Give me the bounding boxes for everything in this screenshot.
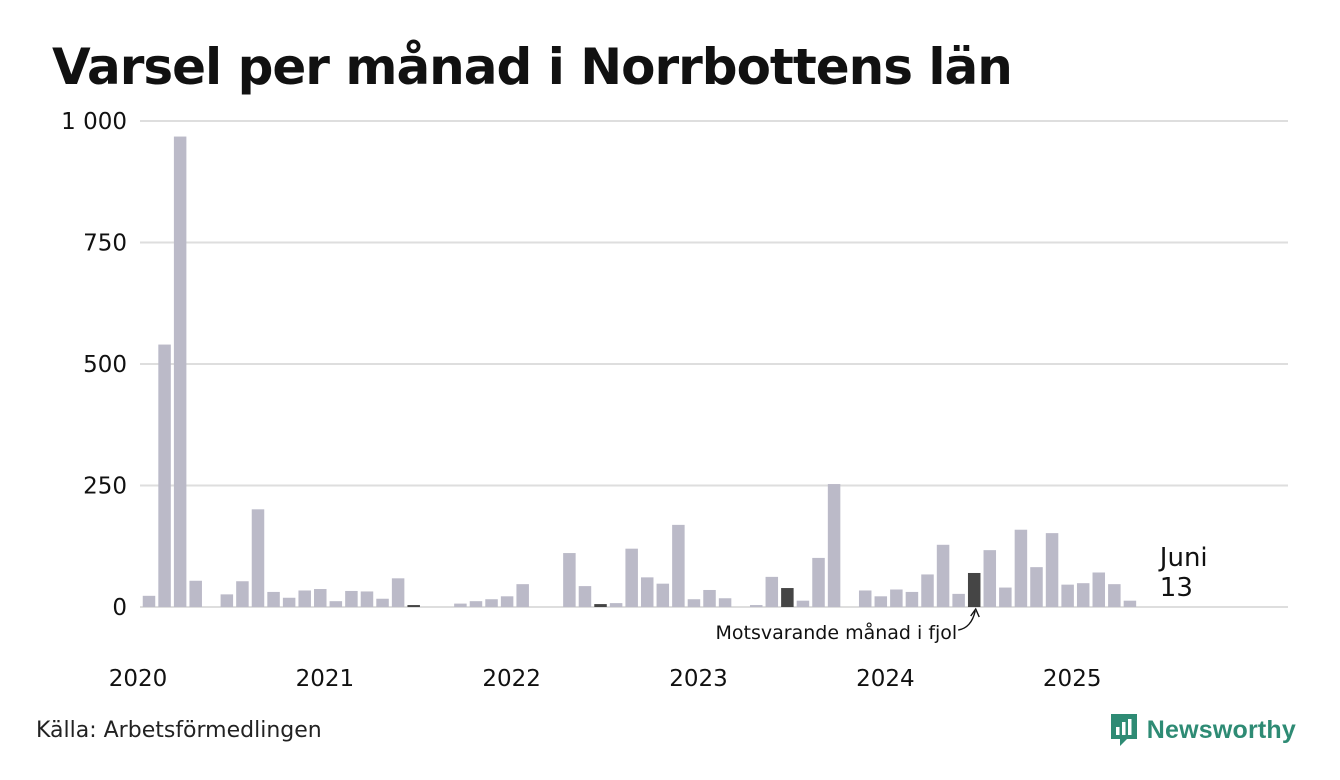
bar (1014, 529, 1028, 607)
bar (360, 591, 374, 607)
y-tick-label: 750 (83, 231, 127, 257)
bar (1045, 533, 1059, 607)
bar (625, 548, 638, 607)
bar (890, 589, 903, 607)
y-tick-label: 250 (83, 474, 127, 500)
brand-name: Newsworthy (1146, 715, 1296, 744)
x-axis: 2020 2021 2022 2023 2024 2025 (109, 666, 1102, 692)
bar (952, 593, 965, 607)
bar (812, 557, 825, 607)
brand-logo: Newsworthy (1109, 712, 1296, 748)
bar (1123, 600, 1137, 607)
bar (656, 583, 670, 607)
bar (516, 584, 529, 607)
source-note: Källa: Arbetsförmedlingen (36, 718, 322, 743)
bar (983, 550, 997, 607)
annotation-label: Motsvarande månad i fjol (716, 621, 958, 644)
newsworthy-logo-icon (1110, 714, 1137, 746)
grid-lines (140, 120, 1288, 608)
bar (173, 136, 187, 607)
bar (329, 601, 343, 607)
bar (921, 574, 934, 607)
bar (345, 590, 358, 607)
bar-highlight (407, 605, 420, 607)
bar (220, 594, 234, 607)
bar (314, 589, 327, 607)
bar (189, 580, 202, 607)
bar (500, 596, 514, 607)
bar-highlight (781, 588, 794, 607)
y-axis: 0 250 500 750 1 000 (61, 109, 127, 621)
bar (391, 578, 405, 607)
x-tick-label: 2021 (296, 666, 355, 692)
bar (827, 484, 841, 607)
bar (1092, 572, 1106, 607)
bar (609, 603, 623, 607)
x-tick-label: 2020 (109, 666, 168, 692)
bar (905, 591, 919, 607)
x-tick-label: 2022 (482, 666, 541, 692)
bar (1076, 583, 1090, 607)
chart-title: Varsel per månad i Norrbottens län (52, 38, 1013, 96)
bar (578, 586, 592, 607)
bar (687, 599, 701, 607)
bar (703, 589, 716, 607)
y-tick-label: 0 (112, 595, 127, 621)
bar (158, 344, 171, 607)
bar (563, 553, 576, 607)
bar (454, 603, 467, 607)
bar (1108, 584, 1121, 607)
x-tick-label: 2023 (669, 666, 728, 692)
bar (267, 591, 280, 607)
bar (251, 509, 265, 607)
bar (485, 599, 498, 607)
current-value-label: 13 (1160, 573, 1193, 603)
bar (718, 598, 732, 607)
bar (765, 576, 779, 607)
bars (142, 136, 1137, 607)
bar (236, 581, 249, 607)
bar (282, 597, 296, 607)
bar (1061, 584, 1074, 607)
x-tick-label: 2024 (856, 666, 915, 692)
bar (749, 605, 763, 607)
y-tick-label: 500 (83, 352, 127, 378)
bar (142, 595, 156, 607)
bar (858, 590, 872, 607)
bar (796, 600, 810, 607)
bar-highlight (594, 604, 607, 607)
bar (999, 587, 1012, 607)
x-tick-label: 2025 (1043, 666, 1102, 692)
y-tick-label: 1 000 (61, 109, 127, 135)
bar (298, 590, 311, 607)
bar (469, 601, 483, 607)
bar (874, 596, 888, 607)
bar-chart: 0 250 500 750 1 000 2020 2021 2022 2023 2024 2025… (61, 109, 1288, 692)
bar (1030, 567, 1043, 607)
current-month-label: Juni (1158, 543, 1208, 573)
bar (376, 598, 389, 607)
bar-highlight (967, 572, 981, 607)
bar (640, 577, 654, 607)
annotation-arrowhead (970, 607, 980, 618)
bar (672, 524, 685, 607)
annotation-arrow (958, 610, 976, 631)
bar (936, 544, 950, 607)
